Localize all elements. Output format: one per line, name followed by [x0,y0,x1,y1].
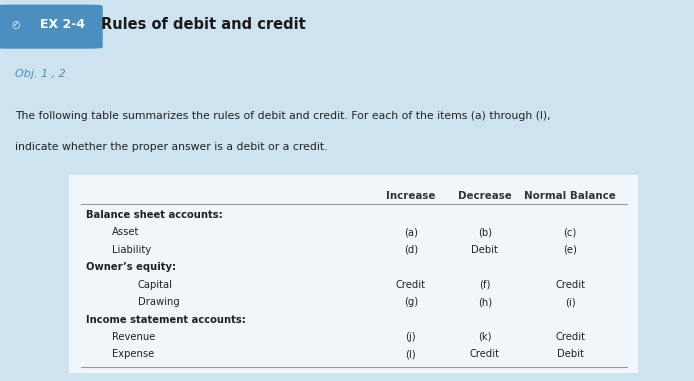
Text: Capital: Capital [137,280,173,290]
Text: (j): (j) [405,332,416,342]
Text: (i): (i) [565,297,575,307]
Text: Drawing: Drawing [137,297,180,307]
Text: Credit: Credit [396,280,426,290]
Text: Liability: Liability [112,245,151,255]
Text: The following table summarizes the rules of debit and credit. For each of the it: The following table summarizes the rules… [15,111,551,122]
Text: Rules of debit and credit: Rules of debit and credit [101,17,305,32]
FancyBboxPatch shape [0,5,102,48]
Text: Revenue: Revenue [112,332,155,342]
Text: (e): (e) [564,245,577,255]
FancyBboxPatch shape [64,173,644,375]
Text: (g): (g) [404,297,418,307]
Text: ○: ○ [11,19,19,30]
Text: EX 2-4: EX 2-4 [40,18,85,31]
Text: indicate whether the proper answer is a debit or a credit.: indicate whether the proper answer is a … [15,142,328,152]
Text: (a): (a) [404,227,418,237]
Text: (f): (f) [479,280,491,290]
Text: Increase: Increase [386,191,436,201]
Text: Normal Balance: Normal Balance [524,191,616,201]
Text: (b): (b) [478,227,492,237]
Text: Decrease: Decrease [458,191,511,201]
Text: Obj. 1 , 2: Obj. 1 , 2 [15,69,66,79]
Text: (h): (h) [477,297,492,307]
Text: (k): (k) [478,332,491,342]
Text: Owner’s equity:: Owner’s equity: [87,262,176,272]
Text: Income statement accounts:: Income statement accounts: [87,315,246,325]
Text: Asset: Asset [112,227,139,237]
Text: (d): (d) [404,245,418,255]
Text: Debit: Debit [471,245,498,255]
Text: Credit: Credit [470,349,500,359]
Text: (l): (l) [405,349,416,359]
Text: Debit: Debit [557,349,584,359]
Text: Credit: Credit [555,280,585,290]
Text: ✓: ✓ [13,20,19,29]
Text: Credit: Credit [555,332,585,342]
Text: Balance sheet accounts:: Balance sheet accounts: [87,210,223,220]
Text: Expense: Expense [112,349,154,359]
Text: (c): (c) [564,227,577,237]
